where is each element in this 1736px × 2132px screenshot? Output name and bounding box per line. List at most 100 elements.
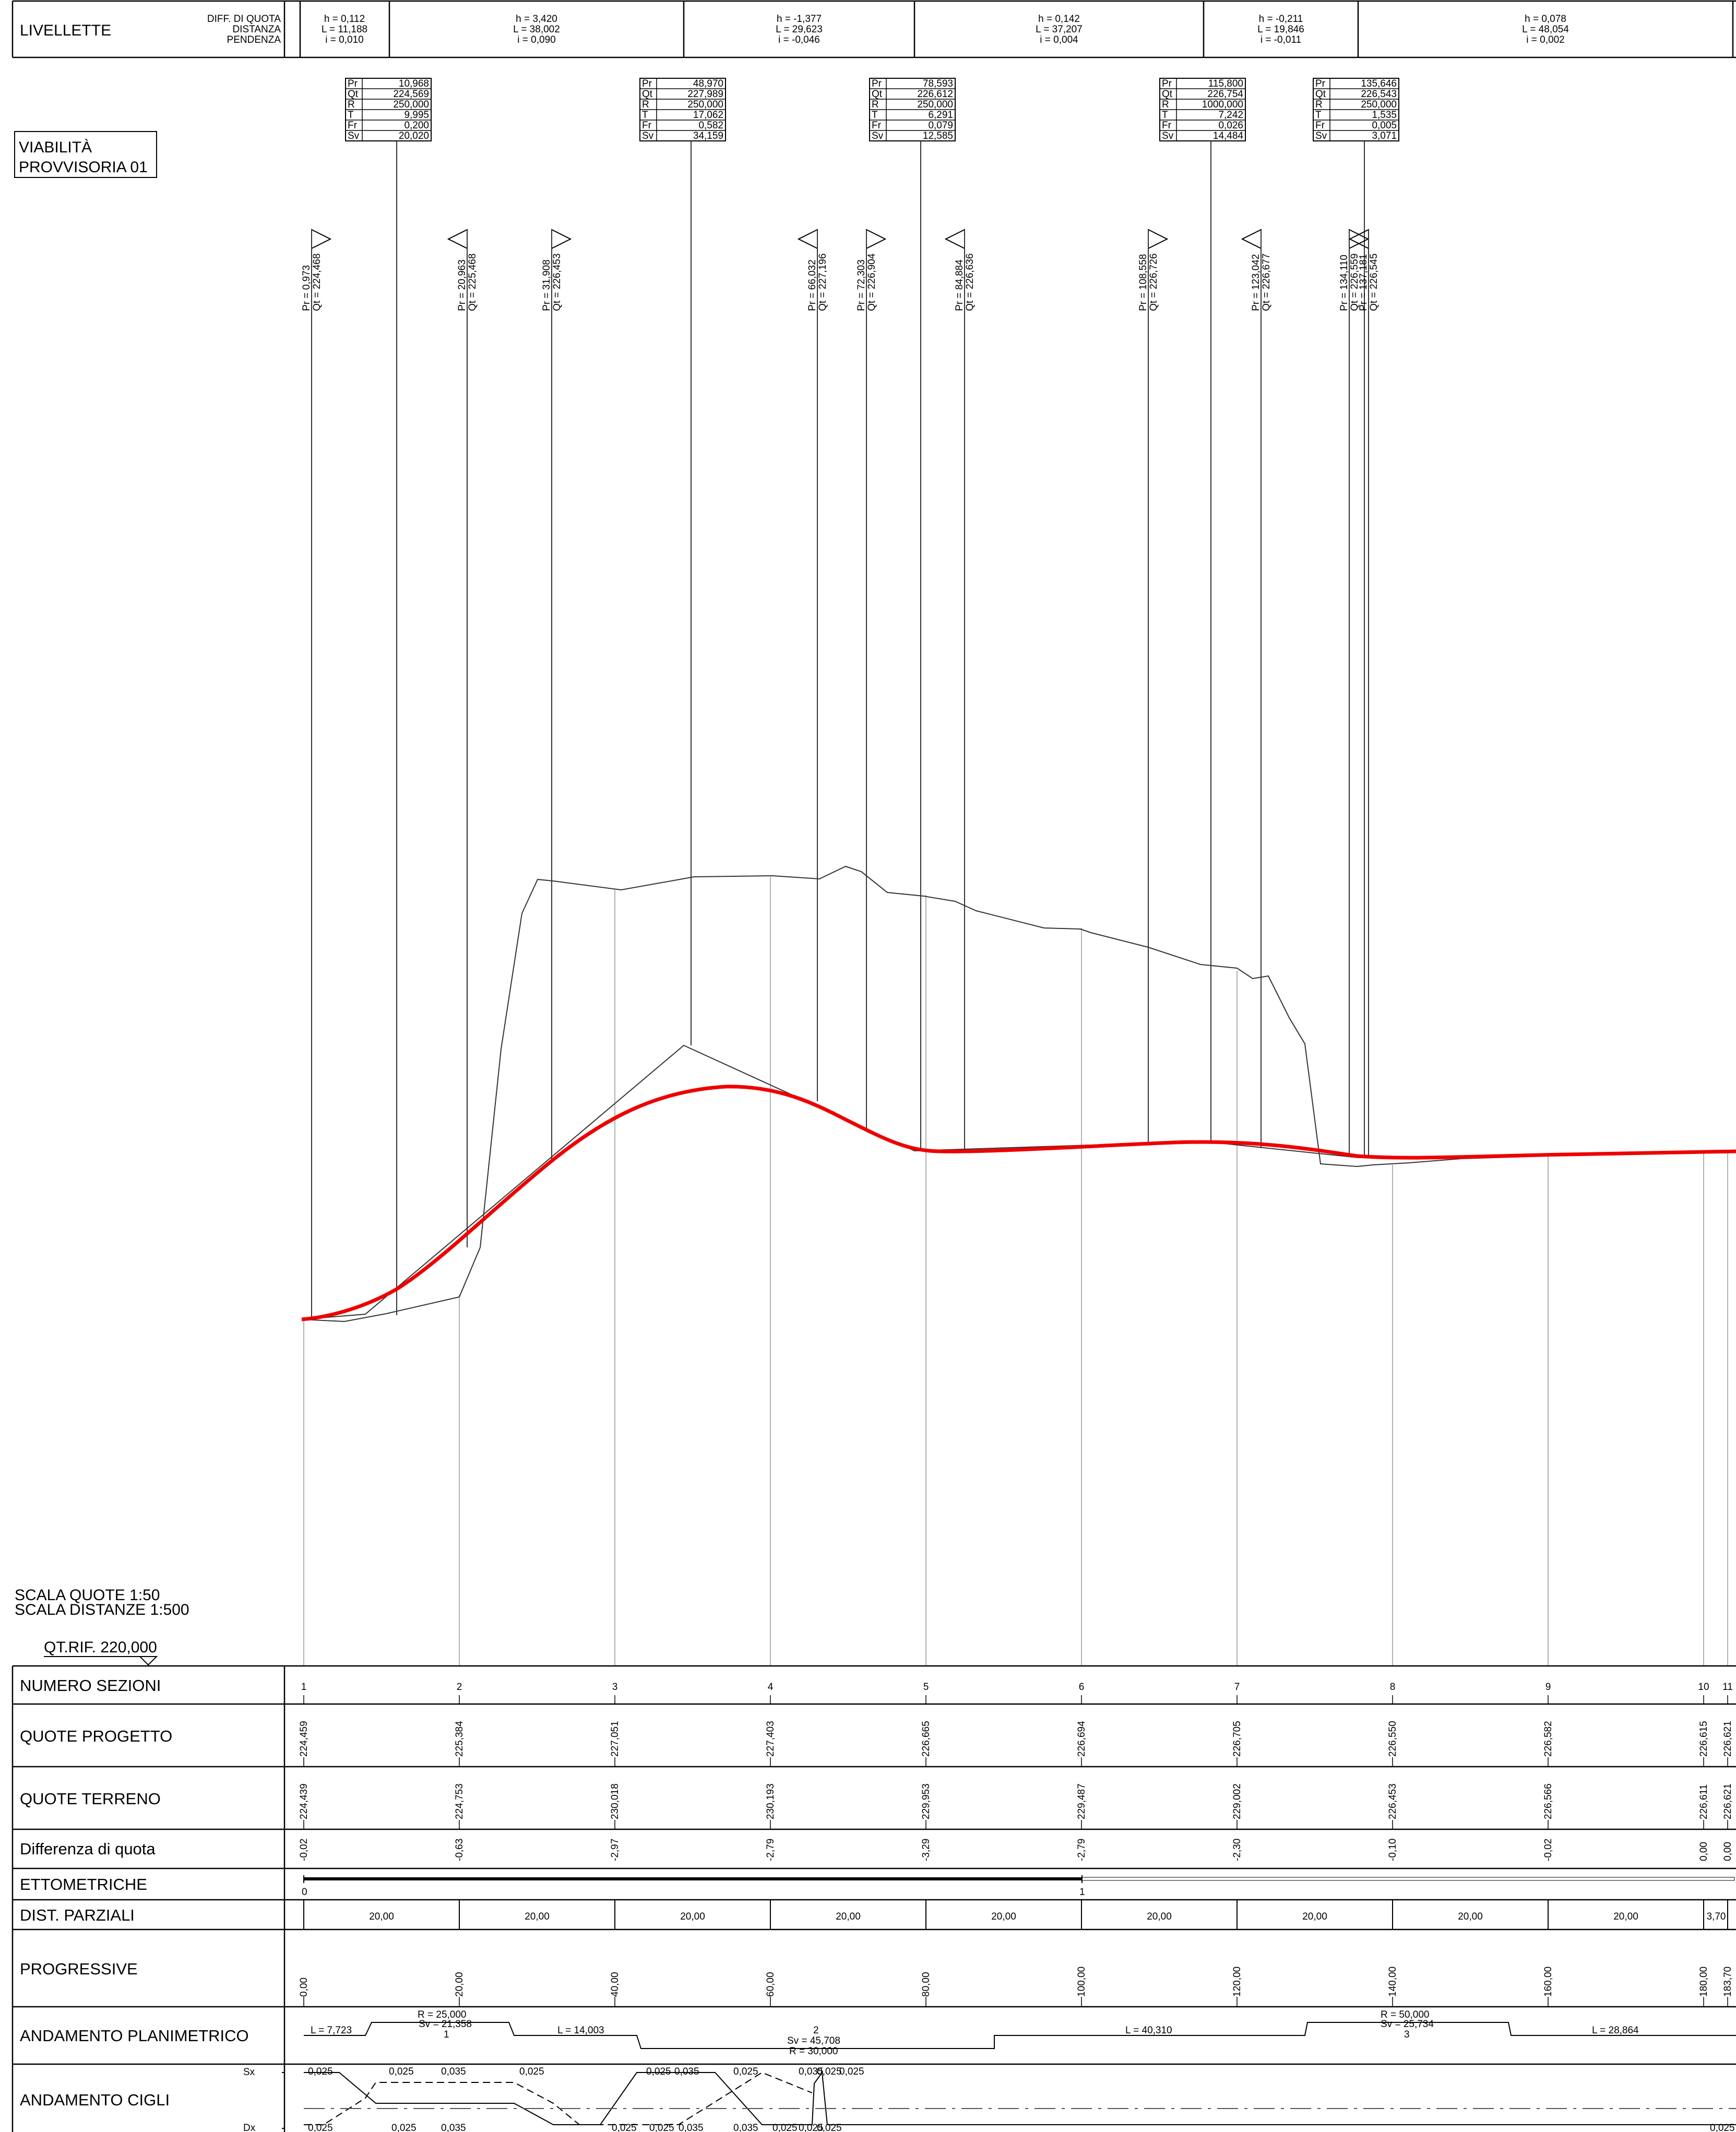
progressiva: 120,00	[1232, 1967, 1243, 1997]
section-column-7: 7 226,705 229,002 -2,30 120,00	[1232, 1682, 1243, 2007]
cigli-values: 0,025 0,025 0,035 0,025 0,025 0,035 0,025 0,035…	[308, 2066, 1735, 2132]
dist-parziale-4: 20,00	[836, 1911, 861, 1922]
section-column-2: 2 225,384 224,753 -0,63 20,00	[454, 1682, 465, 2007]
curve-key: T	[642, 110, 648, 121]
dist-parziale-7: 20,00	[1302, 1911, 1327, 1922]
quota-progetto: 227,051	[610, 1721, 621, 1757]
tangent-qt: Qt = 225,468	[467, 254, 478, 311]
quota-terreno: 224,439	[299, 1783, 310, 1819]
ciglio-dx-value-2: 0,025	[391, 2123, 417, 2132]
curve-key: Sv	[348, 130, 360, 141]
ciglio-dx-value-9: 0,025	[799, 2123, 824, 2132]
vertical-curve-tables: Pr 10,968 Qt 224,569 R 250,000 T 9,995 Fr 0,200 Sv…	[345, 78, 1399, 1315]
tangent-pr: Pr = 108,558	[1138, 254, 1149, 311]
ciglio-sx-value-5: 0,025	[646, 2066, 671, 2077]
ciglio-dx-value-1: 0,025	[308, 2123, 333, 2132]
curve-value-pr: 78,593	[923, 78, 953, 89]
section-verticals	[303, 877, 1728, 1666]
segment-slope-0: i = 0,010	[325, 34, 363, 45]
quota-terreno: 224,753	[454, 1783, 465, 1819]
curve-key: Pr	[1162, 78, 1172, 89]
curve-value-sv: 20,020	[399, 130, 429, 141]
tangent-pr: Pr = 66,032	[807, 259, 818, 311]
segment-slope-5: i = 0,002	[1526, 34, 1564, 45]
row-label-planimetrico: ANDAMENTO PLANIMETRICO	[20, 2027, 249, 2045]
section-number: 10	[1698, 1682, 1709, 1693]
tangent-qt: Qt = 226,636	[965, 254, 976, 311]
curve-key: R	[872, 99, 879, 110]
tangent-marker-8: Pr = 123,042 Qt = 226,677	[1241, 229, 1272, 1148]
planim-sv3: Sv = 25,734	[1381, 2019, 1434, 2030]
differenza-quota: -2,79	[1076, 1839, 1087, 1861]
quota-progetto: 225,384	[454, 1721, 465, 1757]
dist-parziale-5: 20,00	[991, 1911, 1016, 1922]
segment-h-3: h = 0,142	[1038, 14, 1080, 25]
section-number: 2	[457, 1682, 462, 1693]
curve-table-1: Pr 10,968 Qt 224,569 R 250,000 T 9,995 Fr 0,200 Sv…	[345, 78, 432, 1315]
curve-key: Fr	[348, 120, 358, 131]
section-column-11: 11 226,621 226,621 0,00 183,70	[1722, 1682, 1733, 2007]
section-column-5: 5 226,665 229,953 -3,29 80,00	[921, 1682, 932, 2007]
quota-terreno: 226,611	[1698, 1784, 1709, 1819]
tangent-pr: Pr = 20,963	[457, 259, 468, 311]
ciglio-dx-value-3: 0,035	[441, 2123, 466, 2132]
flag-triangle-icon	[797, 229, 818, 249]
section-number: 1	[301, 1682, 307, 1693]
segment-slope-4: i = -0,011	[1261, 34, 1301, 45]
differenza-quota: -2,30	[1232, 1839, 1243, 1861]
curve-value-sv: 34,159	[693, 130, 723, 141]
ciglio-dx-value-10: 0,025	[817, 2123, 842, 2132]
road-name-line1: VIABILITÀ	[19, 139, 92, 156]
dist-parziale-8: 20,00	[1458, 1911, 1483, 1922]
differenza-quota: -0,63	[454, 1839, 465, 1861]
tangent-marker-3: Pr = 31,908 Qt = 226,453	[541, 229, 572, 1161]
curve-key: R	[1162, 99, 1169, 110]
flag-triangle-icon	[1349, 229, 1370, 249]
differenza-quota: -0,02	[1543, 1839, 1554, 1861]
ciglio-sx-value-8: 0,035	[799, 2066, 824, 2077]
segment-length-1: L = 38,002	[513, 24, 560, 35]
planim-sv1: Sv = 21,358	[419, 2019, 472, 2030]
curve-key: Pr	[642, 78, 652, 89]
tangent-qt: Qt = 226,904	[866, 253, 877, 311]
quota-progetto: 226,705	[1232, 1721, 1243, 1757]
planim-l2: L = 14,003	[557, 2025, 604, 2036]
curve-value-r: 250,000	[687, 99, 723, 110]
tangent-pr: Pr = 84,884	[954, 259, 965, 311]
curve-key: Qt	[348, 89, 359, 100]
segment-slope-1: i = 0,090	[517, 34, 555, 45]
planim-n3: 3	[1404, 2029, 1410, 2040]
curve-value-t: 17,062	[693, 110, 723, 121]
segment-h-1: h = 3,420	[516, 14, 557, 25]
segment-slope-2: i = -0,046	[778, 34, 820, 45]
segment-length-0: L = 11,188	[322, 24, 367, 35]
reference-triangle-icon	[138, 1656, 158, 1666]
ciglio-sx-value-4: 0,025	[519, 2066, 544, 2077]
profile-table-grid	[11, 1665, 1736, 2132]
curve-value-t: 9,995	[404, 110, 429, 121]
curve-value-fr: 0,026	[1218, 120, 1243, 131]
section-number: 7	[1234, 1682, 1240, 1693]
curve-value-t: 7,242	[1218, 110, 1243, 121]
curve-value-sv: 14,484	[1213, 130, 1244, 141]
section-column-10: 10 226,615 226,611 0,00 180,00	[1698, 1682, 1709, 2007]
flag-triangle-icon	[447, 229, 468, 249]
quota-progetto: 226,615	[1698, 1721, 1709, 1757]
dist-parziale-3: 20,00	[680, 1911, 705, 1922]
ciglio-dx-value-4: 0,025	[612, 2123, 637, 2132]
tangent-qt: Qt = 226,559	[1349, 254, 1360, 311]
segment-h-4: h = -0,211	[1259, 14, 1303, 25]
planim-n2: 2	[813, 2025, 819, 2036]
planim-sv2: Sv = 45,708	[787, 2035, 840, 2046]
row-label-terreno: QUOTE TERRENO	[20, 1790, 161, 1808]
livellette-header	[11, 0, 1736, 58]
quota-terreno: 229,002	[1232, 1783, 1243, 1819]
ciglio-sx-value-1: 0,025	[308, 2066, 333, 2077]
section-number: 9	[1545, 1682, 1551, 1693]
quota-terreno: 230,018	[610, 1783, 621, 1819]
curve-table-5: Pr 135,646 Qt 226,543 R 250,000 T 1,535 Fr 0,005 S…	[1313, 78, 1399, 1158]
segment-h-5: h = 0,078	[1525, 14, 1566, 25]
dist-parziale-6: 20,00	[1147, 1911, 1172, 1922]
segment-length-3: L = 37,207	[1036, 24, 1083, 35]
